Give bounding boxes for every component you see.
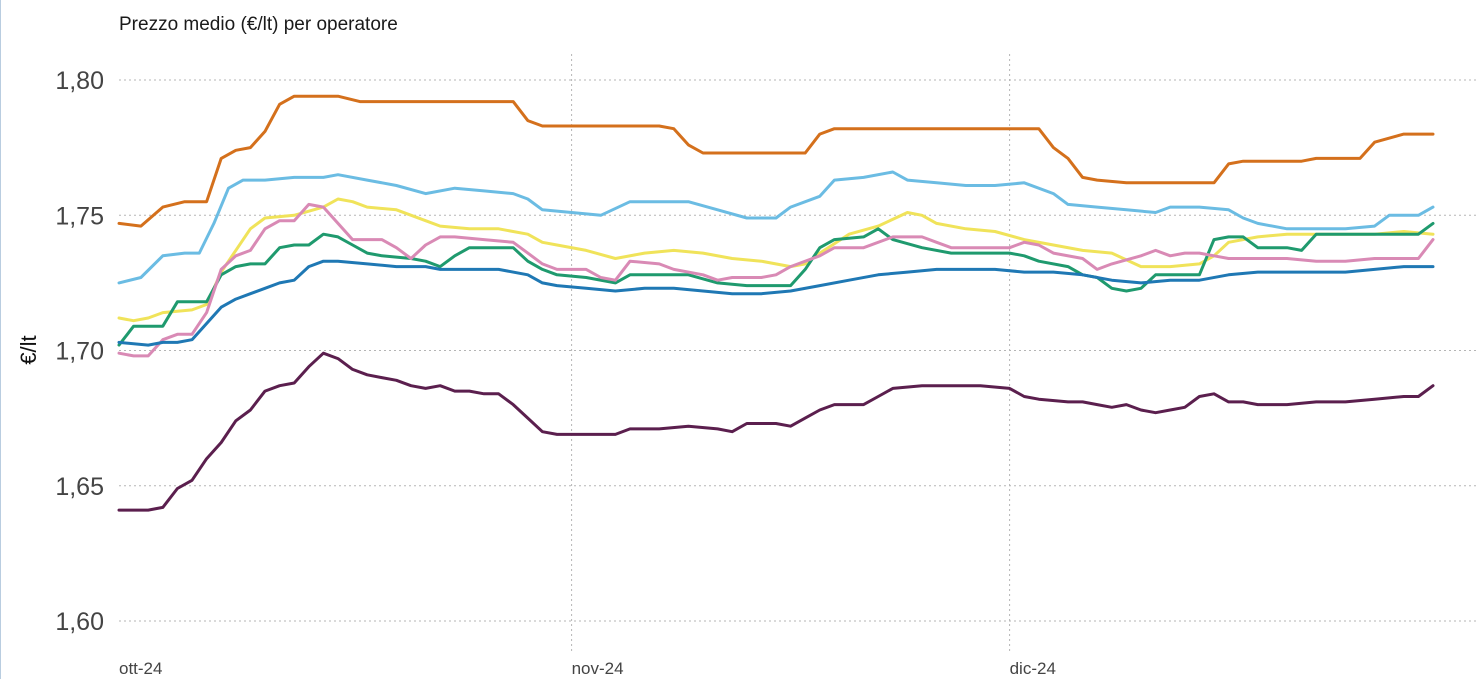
x-tick-label: nov-24 — [572, 659, 624, 678]
y-tick-label: 1,65 — [55, 473, 104, 501]
y-tick-label: 1,75 — [55, 202, 104, 230]
y-tick-label: 1,70 — [55, 338, 104, 366]
x-tick-label: dic-24 — [1010, 659, 1056, 678]
series-line-1 — [117, 94, 1435, 228]
series-line-7 — [117, 351, 1435, 512]
series-line-6 — [117, 259, 1435, 347]
series-line-2 — [117, 170, 1435, 285]
series-line-5 — [117, 202, 1435, 358]
y-tick-label: 1,60 — [55, 608, 104, 636]
x-tick-label: ott-24 — [119, 659, 162, 678]
chart-title: Prezzo medio (€/lt) per operatore — [119, 14, 398, 35]
series-line-4 — [117, 221, 1435, 347]
series-line-3 — [117, 197, 1435, 323]
y-tick-label: 1,80 — [55, 67, 104, 95]
